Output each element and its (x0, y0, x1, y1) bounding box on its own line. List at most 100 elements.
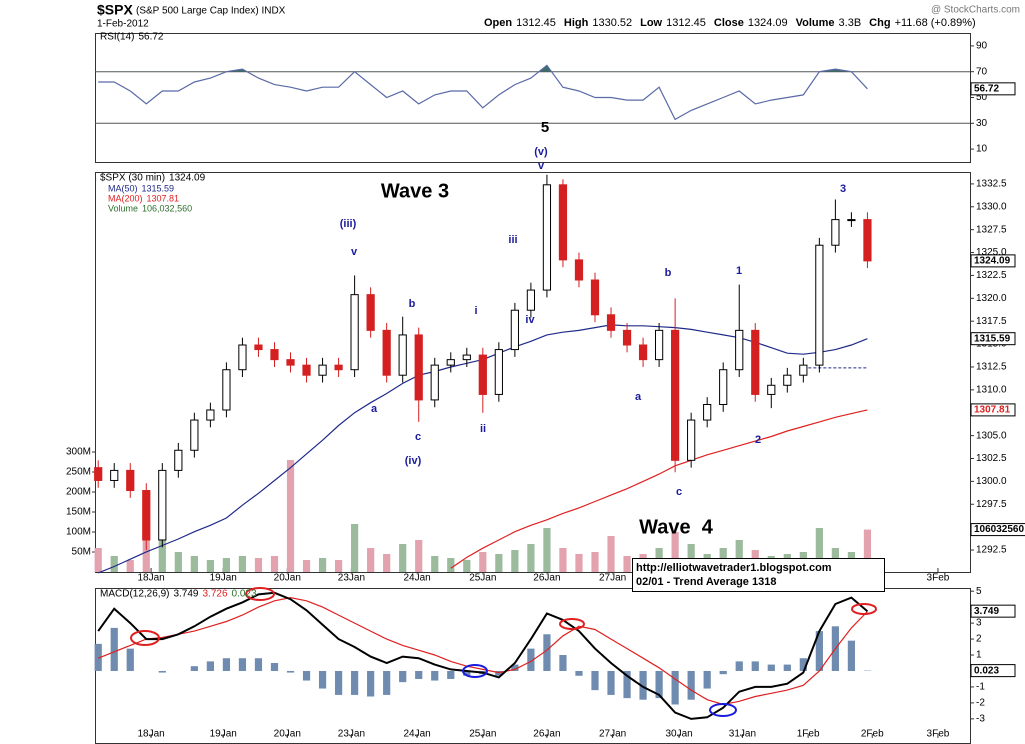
candle-body (558, 184, 568, 261)
candle-body (574, 259, 584, 281)
wave-annotation: a (635, 391, 642, 403)
quote-label: High (564, 17, 589, 29)
note-line: 02/01 - Trend Average 1318 (636, 576, 776, 588)
volume-bar (575, 554, 583, 572)
wave-annotation: (v) (534, 146, 548, 158)
x-tick-label: 19Jan (210, 729, 237, 740)
histogram-bar (687, 670, 695, 700)
x-tick-label: 25Jan (469, 573, 496, 584)
wave-annotation: c (415, 431, 421, 443)
histogram-bar (158, 670, 166, 673)
wave-annotation: Wave 3 (381, 180, 449, 202)
quote-value: 1330.52 (592, 17, 632, 29)
x-tick-label: 2Feb (861, 729, 884, 740)
legend-title: MACD(12,26,9) (100, 589, 169, 600)
volume-bar (206, 560, 214, 572)
histogram-bar (206, 661, 214, 671)
histogram-bar (383, 670, 391, 695)
volume-bar (607, 536, 615, 572)
histogram-bar (351, 670, 359, 695)
volume-bar (415, 540, 423, 572)
candle-body (142, 490, 151, 541)
signal-line (97, 596, 868, 706)
volume-bar (367, 548, 375, 572)
quote-label: Open (484, 17, 512, 29)
legend-value: 1307.81 (147, 193, 180, 203)
y-tick-label: 1332.5 (976, 179, 1007, 190)
candle-body (398, 334, 407, 376)
histogram-bar (495, 670, 503, 676)
candle-body (270, 349, 279, 361)
highlight-ellipse (245, 587, 275, 601)
y-tick-label: -2 (976, 698, 985, 709)
y-tick-label: 1325.0 (976, 247, 1007, 258)
candle-body (382, 329, 391, 376)
candle-body (847, 219, 856, 222)
volume-bar (174, 552, 182, 572)
x-tick-label: 1Feb (797, 729, 820, 740)
wave-annotation: 3 (840, 183, 846, 195)
value-box-label: 1307.81 (974, 405, 1011, 416)
x-tick-label: 3Feb (927, 729, 950, 740)
histogram-bar (751, 661, 759, 671)
legend-value: 1315.59 (142, 183, 175, 193)
candle-body (494, 349, 503, 395)
x-tick-label: 31Jan (729, 729, 756, 740)
volume-bar (399, 544, 407, 572)
histogram-bar (623, 670, 631, 699)
volume-bar (431, 556, 439, 572)
histogram-bar (94, 643, 102, 671)
y-tick-label: 1305.0 (976, 430, 1007, 441)
wave-annotation: a (371, 403, 378, 415)
y-tick-label: 90 (976, 41, 988, 52)
candle-body (446, 359, 455, 366)
wave-annotation: 2 (755, 434, 761, 446)
histogram-bar (671, 670, 679, 705)
volume-bar (270, 556, 279, 572)
wave-annotation: v (351, 246, 358, 258)
candle-body (254, 344, 263, 351)
candle-body (703, 403, 712, 421)
note-line: http://elliotwavetrader1.blogspot.com (636, 562, 832, 574)
volume-tick-label: 50M (72, 547, 91, 558)
x-tick-label: 26Jan (533, 729, 560, 740)
y-tick-label: 1317.5 (976, 316, 1007, 327)
candle-body (735, 329, 744, 371)
value-box-label: 0.023 (974, 665, 999, 676)
value-box (970, 664, 1016, 678)
y-tick-label: 1 (976, 650, 982, 661)
highlight-ellipse (709, 703, 737, 717)
chart-date: 1-Feb-2012 (97, 19, 149, 30)
highlight-ellipse (130, 630, 160, 646)
value-box-label: 106032560 (974, 524, 1024, 535)
candle-body (815, 244, 824, 366)
candle-body (783, 374, 792, 386)
legend-value: 56.72 (138, 32, 163, 43)
histogram-bar (799, 658, 807, 671)
wave-annotation: Wave 4 (639, 516, 714, 538)
volume-bar (447, 558, 455, 572)
value-box-label: 56.72 (974, 83, 999, 94)
candle-body (366, 294, 375, 331)
candle-body (206, 409, 215, 421)
histogram-bar (463, 670, 471, 676)
x-tick-label: 23Jan (338, 573, 365, 584)
wave-annotation: (iii) (340, 218, 357, 230)
y-tick-label: 2 (976, 634, 982, 645)
quote-label: Close (714, 17, 744, 29)
x-tick-label: 18Jan (137, 729, 164, 740)
candle-body (430, 364, 439, 401)
x-tick-label: 25Jan (469, 729, 496, 740)
legend-value: 0.023 (232, 589, 257, 600)
wave-annotation: c (676, 486, 682, 498)
quote-value: 1312.45 (666, 17, 706, 29)
histogram-bar (318, 670, 327, 689)
histogram-bar (639, 670, 647, 700)
volume-bar (495, 554, 503, 572)
histogram-bar (431, 670, 439, 681)
histogram-bar (190, 666, 198, 671)
histogram-bar (110, 627, 118, 671)
y-tick-label: 1327.5 (976, 224, 1007, 235)
x-tick-label: 27Jan (599, 573, 626, 584)
